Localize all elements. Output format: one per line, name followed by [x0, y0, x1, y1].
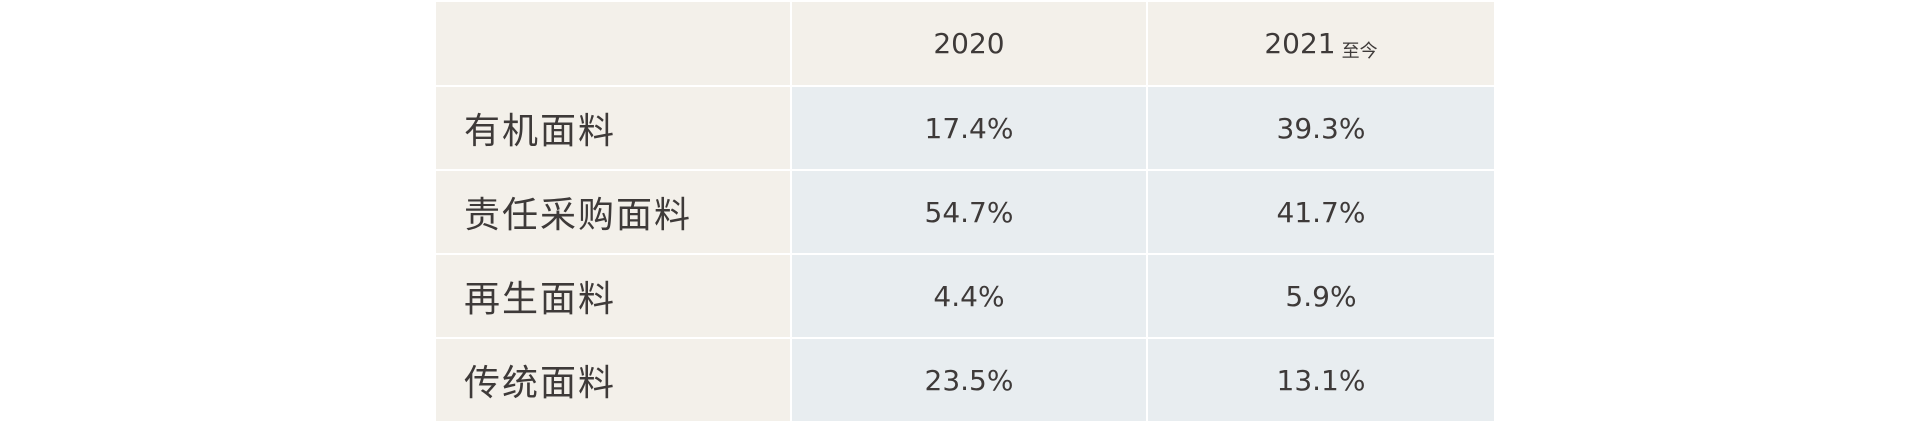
table-row: 再生面料 4.4% 5.9% — [434, 253, 1496, 339]
header-2021-label: 2021 — [1264, 27, 1336, 60]
row-label: 有机面料 — [434, 85, 792, 171]
value-2021: 5.9% — [1146, 253, 1496, 339]
row-label: 传统面料 — [434, 337, 792, 423]
table-row: 传统面料 23.5% 13.1% — [434, 337, 1496, 423]
header-corner-cell — [434, 0, 792, 87]
value-2021: 39.3% — [1146, 85, 1496, 171]
value-2021: 41.7% — [1146, 169, 1496, 255]
row-label: 责任采购面料 — [434, 169, 792, 255]
value-2020: 4.4% — [790, 253, 1148, 339]
table-header-row: 2020 2021 至今 — [434, 0, 1496, 87]
value-2020: 54.7% — [790, 169, 1148, 255]
header-2021: 2021 至今 — [1146, 0, 1496, 87]
header-2021-suffix: 至今 — [1341, 41, 1378, 62]
fabric-share-table-container: 2020 2021 至今 有机面料 17.4% 39.3% 责任采购面料 54.7… — [434, 0, 1496, 423]
header-2020-label: 2020 — [933, 27, 1005, 60]
value-2020: 23.5% — [790, 337, 1148, 423]
value-2021: 13.1% — [1146, 337, 1496, 423]
table-row: 责任采购面料 54.7% 41.7% — [434, 169, 1496, 255]
header-2020: 2020 — [790, 0, 1148, 87]
table-row: 有机面料 17.4% 39.3% — [434, 85, 1496, 171]
row-label: 再生面料 — [434, 253, 792, 339]
fabric-share-table: 2020 2021 至今 有机面料 17.4% 39.3% 责任采购面料 54.7… — [434, 0, 1496, 423]
value-2020: 17.4% — [790, 85, 1148, 171]
